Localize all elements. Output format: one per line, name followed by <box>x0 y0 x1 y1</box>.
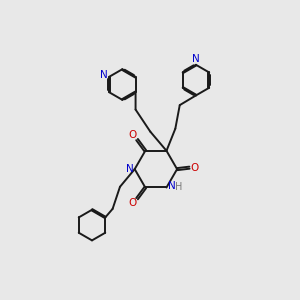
Text: O: O <box>190 163 199 173</box>
Text: O: O <box>129 130 137 140</box>
Text: H: H <box>175 182 182 192</box>
Text: N: N <box>100 70 108 80</box>
Text: N: N <box>168 181 176 191</box>
Text: N: N <box>192 54 200 64</box>
Text: N: N <box>126 164 134 174</box>
Text: O: O <box>129 198 137 208</box>
